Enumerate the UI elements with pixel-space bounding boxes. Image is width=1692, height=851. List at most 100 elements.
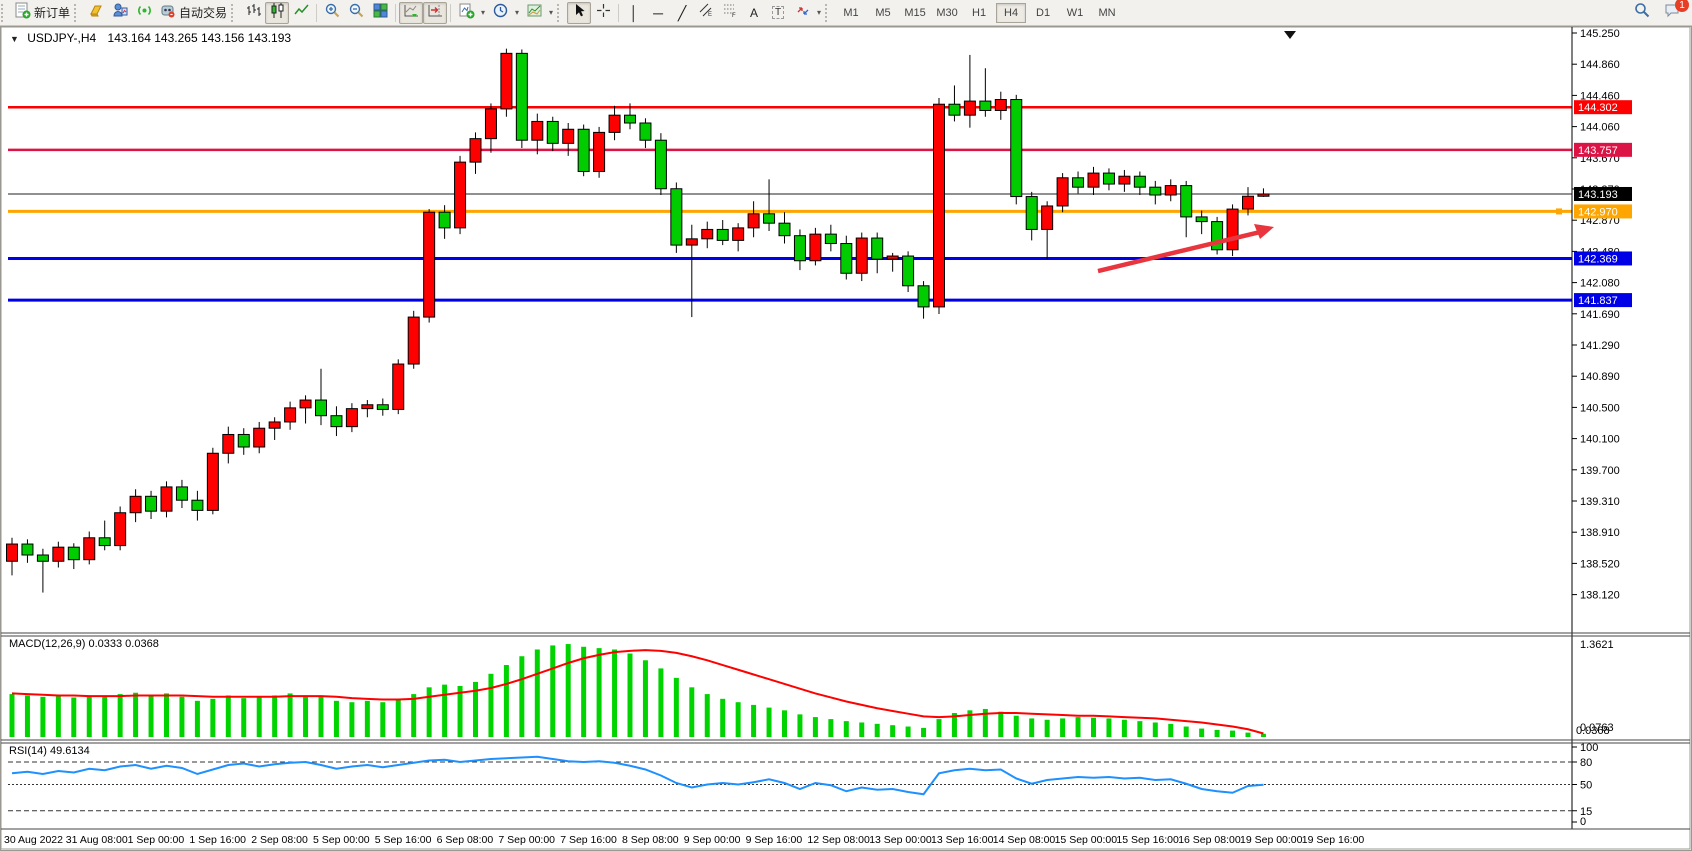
text-tool-button[interactable]: A	[742, 2, 766, 24]
candle	[670, 188, 683, 246]
chat-button[interactable]: 1	[1660, 0, 1689, 23]
price-axis[interactable]: 145.250144.860144.460144.060143.670143.2…	[1571, 27, 1620, 829]
gold-chevron-icon	[88, 2, 105, 24]
chart-canvas[interactable]: 145.250144.860144.460144.060143.670143.2…	[0, 26, 1692, 851]
macd-histogram-bar	[71, 697, 77, 737]
cursor-tool-button[interactable]	[567, 1, 592, 24]
line-chart-type-button[interactable]	[289, 2, 313, 24]
date-tick-label: 5 Sep 16:00	[375, 834, 432, 846]
crosshair-tool-button[interactable]	[591, 2, 615, 24]
macd-histogram-bar	[596, 648, 602, 737]
channel-tool-button[interactable]: E	[694, 2, 718, 24]
date-tick-label: 31 Aug 08:00	[66, 834, 128, 846]
candle	[284, 407, 297, 423]
arrows-tool-button[interactable]	[790, 2, 814, 24]
chart-shift-button[interactable]	[423, 1, 448, 24]
macd-histogram-bar	[1029, 718, 1035, 737]
toolbar-grip[interactable]	[74, 3, 83, 22]
candle	[423, 211, 436, 318]
candlestick-chart-type-button[interactable]	[265, 1, 290, 24]
horizontal-line-tool-button[interactable]: ─	[646, 2, 670, 24]
candle	[330, 415, 343, 428]
macd-histogram-bar	[488, 673, 494, 737]
price-tag-143.193: 143.193	[1574, 186, 1632, 201]
timeframe-button-M1[interactable]: M1	[843, 6, 859, 19]
profile-chart-button[interactable]	[108, 2, 132, 24]
macd-histogram-bar	[642, 660, 648, 737]
zoom-in-button[interactable]	[320, 2, 344, 24]
candlestick-icon	[269, 2, 286, 24]
macd-histogram-bar	[1245, 732, 1251, 737]
candle	[67, 546, 80, 561]
macd-histogram-bar	[951, 713, 957, 737]
date-tick-label: 9 Sep 00:00	[684, 834, 741, 846]
macd-histogram-bar	[164, 693, 169, 737]
candle	[268, 421, 281, 429]
horizontal-lines[interactable]	[8, 105, 1572, 302]
macd-histogram-bar	[797, 714, 803, 737]
date-axis[interactable]: 30 Aug 2022 31 Aug 08:00 1 Sep 00:00 1 Sep …	[4, 834, 1364, 846]
arrows-icon	[794, 2, 810, 23]
timeframe-button-MN[interactable]: MN	[1098, 6, 1116, 19]
text-label-tool-button[interactable]: T	[766, 2, 790, 24]
autotrading-button[interactable]: 自动交易	[156, 2, 230, 24]
macd-histogram-bar	[689, 687, 695, 737]
macd-histogram-bar	[117, 694, 123, 737]
toolbar-grip[interactable]	[825, 3, 834, 22]
chart-shift-marker[interactable]	[1284, 31, 1296, 39]
timeframe-button-D1[interactable]: D1	[1036, 6, 1051, 19]
templates-button[interactable]	[522, 2, 546, 24]
tile-windows-button[interactable]	[368, 2, 392, 24]
macd-histogram-bar	[318, 696, 324, 737]
signal-button[interactable]	[132, 2, 156, 24]
date-tick-label: 30 Aug 2022	[4, 834, 63, 846]
candle	[315, 399, 327, 417]
candle	[500, 52, 513, 110]
zoom-out-button[interactable]	[344, 2, 368, 24]
candle	[299, 399, 312, 409]
timeframe-button-H1[interactable]: H1	[972, 6, 987, 19]
chat-badge: 1	[1675, 0, 1689, 12]
periods-button[interactable]	[488, 2, 512, 24]
indicators-plus-icon	[458, 2, 475, 24]
indicators-dropdown-caret[interactable]: ▾	[481, 8, 486, 17]
indicators-button[interactable]	[454, 2, 478, 24]
macd-histogram-bar	[1214, 729, 1220, 737]
auto-scroll-button[interactable]	[399, 1, 424, 24]
price-tick-label: 141.690	[1580, 309, 1620, 321]
arrows-dropdown-caret[interactable]: ▾	[817, 8, 822, 17]
bar-chart-type-button[interactable]	[241, 2, 265, 24]
search-button[interactable]	[1630, 1, 1654, 23]
timeframe-button-M5[interactable]: M5	[875, 6, 891, 19]
candle	[469, 138, 482, 163]
candle	[407, 316, 420, 365]
date-tick-label: 7 Sep 00:00	[498, 834, 555, 846]
candle	[1133, 175, 1146, 188]
bar-chart-icon	[245, 2, 262, 24]
text-icon: A	[750, 5, 759, 20]
new-order-button[interactable]: 新订单	[11, 2, 73, 24]
chart-dropdown-icon[interactable]: ▼	[10, 34, 19, 44]
vertical-line-tool-button[interactable]: │	[622, 2, 646, 24]
fibonacci-tool-button[interactable]: F	[718, 2, 742, 24]
gold-chevron-button[interactable]	[84, 2, 108, 24]
periods-dropdown-caret[interactable]: ▾	[515, 8, 520, 17]
equidistant-channel-icon: E	[698, 2, 714, 23]
timeframe-button-W1[interactable]: W1	[1066, 6, 1084, 19]
trendline-tool-button[interactable]: ╱	[670, 2, 694, 24]
candle	[701, 228, 714, 240]
price-tick-label: 139.700	[1580, 465, 1620, 477]
templates-dropdown-caret[interactable]: ▾	[549, 8, 554, 17]
macd-histogram-bar	[673, 677, 679, 737]
toolbar-grip[interactable]	[231, 3, 240, 22]
macd-histogram-bar	[1075, 717, 1081, 737]
timeframe-button-M30[interactable]: M30	[936, 6, 958, 19]
toolbar-grip[interactable]	[1, 3, 10, 22]
timeframe-button-M15[interactable]: M15	[904, 6, 926, 19]
timeframe-button-H4[interactable]: H4	[996, 2, 1027, 23]
candle	[577, 128, 590, 173]
hline-endpoint-handle[interactable]	[1556, 208, 1562, 215]
new-order-icon	[14, 2, 31, 24]
toolbar-grip[interactable]	[557, 3, 566, 22]
trend-arrow-annotation[interactable]	[1097, 224, 1274, 274]
